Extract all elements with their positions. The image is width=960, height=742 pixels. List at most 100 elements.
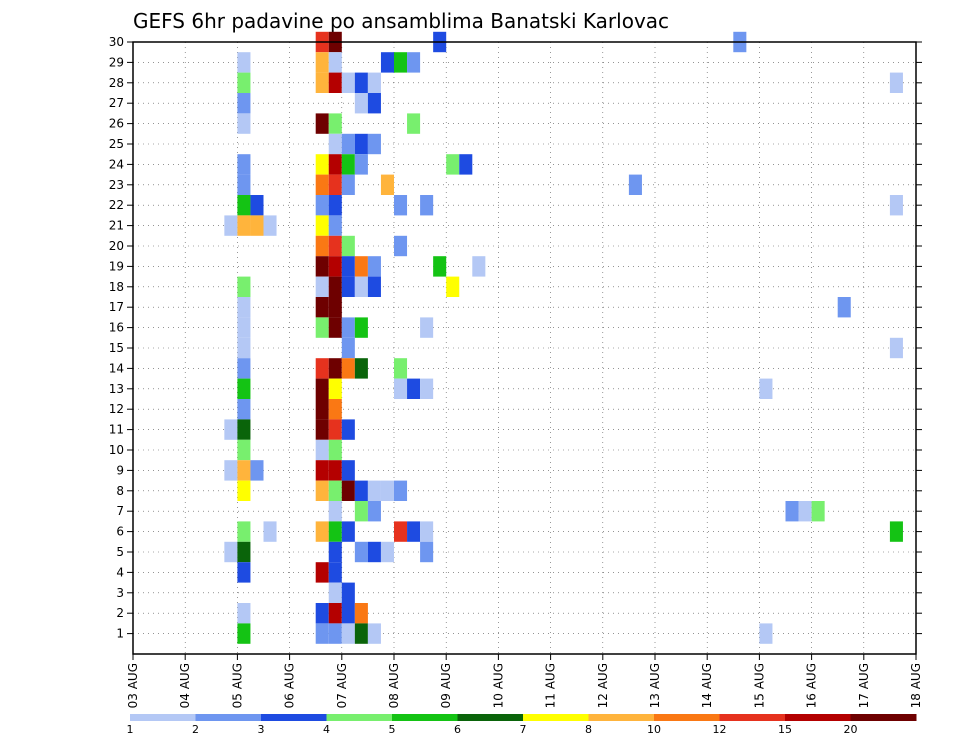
data-cell — [328, 582, 342, 603]
data-cell — [341, 419, 355, 440]
y-tick-label: 4 — [116, 565, 124, 579]
data-cell — [237, 603, 251, 624]
data-cell — [237, 72, 251, 93]
data-cell — [354, 72, 368, 93]
data-cell — [367, 480, 381, 501]
data-cell — [237, 419, 251, 440]
data-cell — [394, 521, 408, 542]
y-tick-label: 21 — [109, 219, 124, 233]
y-tick-label: 18 — [109, 280, 124, 294]
legend-swatch — [850, 714, 917, 721]
data-cell — [328, 195, 342, 216]
data-cell — [420, 521, 434, 542]
legend-swatch — [457, 714, 524, 721]
data-cell — [341, 582, 355, 603]
data-cell — [354, 541, 368, 563]
data-cell — [328, 235, 342, 257]
y-tick-label: 3 — [116, 586, 124, 600]
data-cell — [354, 623, 368, 644]
data-cell — [328, 623, 342, 644]
grid-lines — [133, 42, 916, 654]
data-cell — [354, 603, 368, 624]
data-cell — [354, 256, 368, 277]
y-tick-label: 24 — [109, 157, 124, 171]
chart-title: GEFS 6hr padavine po ansamblima Banatski… — [133, 9, 669, 33]
data-cell — [341, 623, 355, 644]
data-cell — [759, 623, 773, 644]
data-cell — [354, 133, 368, 155]
legend-label: 4 — [323, 723, 330, 736]
data-cell — [420, 541, 434, 563]
data-cell — [237, 521, 251, 542]
y-tick-label: 27 — [109, 96, 124, 110]
y-tick-label: 26 — [109, 117, 124, 131]
data-cell — [328, 419, 342, 440]
legend-swatch — [261, 714, 327, 721]
data-cell — [889, 195, 903, 216]
data-cell — [315, 113, 329, 134]
data-cell — [354, 358, 368, 379]
legend-swatch — [654, 714, 720, 721]
data-cell — [407, 113, 421, 134]
data-cell — [237, 439, 251, 461]
data-cell — [224, 215, 238, 236]
data-cell — [237, 562, 251, 583]
y-tick-label: 15 — [109, 341, 124, 355]
data-cell — [263, 521, 277, 542]
data-cell — [367, 623, 381, 644]
data-cell — [315, 174, 329, 195]
data-cell — [328, 113, 342, 134]
data-cell — [367, 72, 381, 93]
data-cell — [315, 297, 329, 318]
data-cell — [367, 93, 381, 114]
data-cell — [328, 215, 342, 236]
data-cell — [224, 419, 238, 440]
data-cell — [394, 378, 408, 399]
data-cell — [328, 52, 342, 73]
data-cell — [354, 501, 368, 522]
y-tick-label: 20 — [109, 239, 124, 253]
data-cell — [237, 276, 251, 297]
legend-label: 15 — [778, 723, 792, 736]
legend-swatch — [719, 714, 786, 721]
data-cells — [224, 31, 903, 644]
data-cell — [315, 378, 329, 399]
data-cell — [237, 378, 251, 399]
data-cell — [341, 521, 355, 542]
legend-label: 5 — [389, 723, 396, 736]
data-cell — [263, 215, 277, 236]
data-cell — [341, 358, 355, 379]
y-tick-label: 2 — [116, 606, 124, 620]
data-cell — [394, 195, 408, 216]
data-cell — [315, 399, 329, 420]
data-cell — [354, 276, 368, 297]
data-cell — [328, 154, 342, 175]
data-cell — [224, 460, 238, 481]
x-tick-label: 12 AUG — [596, 663, 610, 708]
data-cell — [837, 297, 851, 318]
data-cell — [328, 317, 342, 338]
legend-label: 2 — [192, 723, 199, 736]
data-cell — [407, 521, 421, 542]
data-cell — [394, 358, 408, 379]
data-cell — [237, 93, 251, 114]
x-tick-label: 10 AUG — [491, 663, 505, 708]
data-cell — [380, 480, 394, 501]
data-cell — [237, 480, 251, 501]
x-tick-label: 16 AUG — [805, 663, 819, 708]
data-cell — [354, 480, 368, 501]
data-cell — [328, 562, 342, 583]
legend-label: 1 — [127, 723, 134, 736]
data-cell — [367, 256, 381, 277]
data-cell — [420, 378, 434, 399]
data-cell — [237, 317, 251, 338]
data-cell — [341, 337, 355, 359]
data-cell — [328, 480, 342, 501]
data-cell — [367, 541, 381, 563]
data-cell — [354, 93, 368, 114]
x-tick-label: 11 AUG — [544, 663, 558, 708]
x-tick-label: 05 AUG — [230, 663, 244, 708]
y-tick-label: 30 — [109, 35, 124, 49]
data-cell — [407, 378, 421, 399]
data-cell — [224, 541, 238, 563]
